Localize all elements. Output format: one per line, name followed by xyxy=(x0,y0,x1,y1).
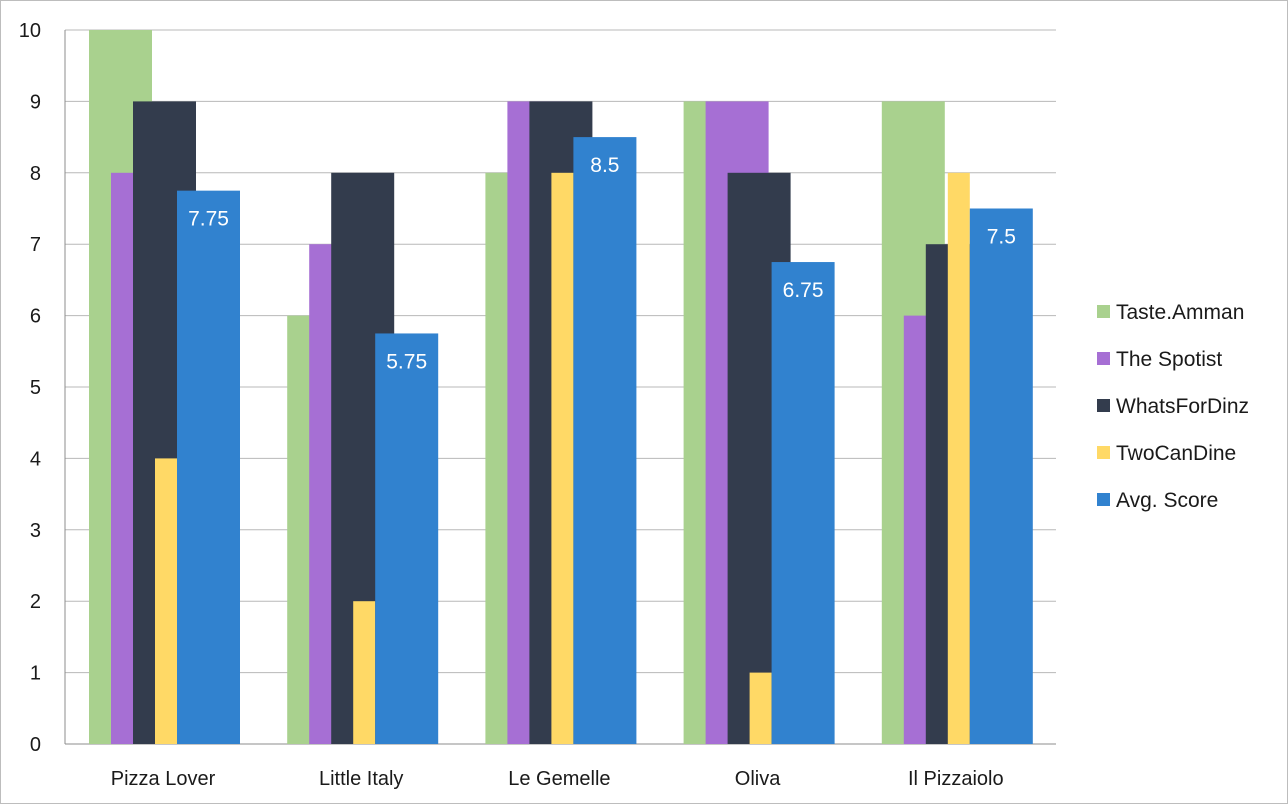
data-label-avg-score-little-italy: 5.75 xyxy=(386,350,427,373)
data-label-avg-score-le-gemelle: 8.5 xyxy=(590,154,619,177)
x-category-label: Pizza Lover xyxy=(111,768,216,790)
bar-twocandine-oliva xyxy=(749,672,772,744)
bar-avg-score-little-italy xyxy=(375,333,439,744)
data-label-avg-score-oliva: 6.75 xyxy=(783,279,824,302)
x-category-label: Little Italy xyxy=(319,768,403,790)
legend-swatch-the-spotist xyxy=(1097,352,1110,365)
bar-twocandine-pizza-lover xyxy=(155,458,177,744)
bar-twocandine-little-italy xyxy=(353,601,376,744)
x-category-label: Le Gemelle xyxy=(508,768,610,790)
data-labels: 7.75 5.75 8.5 6.75 7.5 xyxy=(188,154,1016,373)
x-axis-category-labels: Pizza Lover Little Italy Le Gemelle Oliva Il… xyxy=(111,768,1004,790)
bar-avg-score-oliva xyxy=(771,262,835,744)
y-tick-label: 6 xyxy=(30,306,41,328)
legend-label-taste-amman: Taste.Amman xyxy=(1116,301,1244,324)
y-tick-label: 2 xyxy=(30,591,41,613)
y-tick-label: 1 xyxy=(30,663,41,685)
legend: Taste.Amman The Spotist WhatsForDinz TwoCan… xyxy=(1097,301,1249,512)
y-tick-label: 0 xyxy=(30,734,41,756)
legend-label-twocandine: TwoCanDine xyxy=(1116,442,1236,465)
data-label-avg-score-il-pizzaiolo: 7.5 xyxy=(987,226,1016,249)
y-axis-tick-labels: 0 1 2 3 4 5 6 7 8 9 10 xyxy=(19,20,41,756)
bars xyxy=(89,30,1033,745)
data-label-avg-score-pizza-lover: 7.75 xyxy=(188,208,229,231)
legend-label-the-spotist: The Spotist xyxy=(1116,348,1222,371)
y-tick-label: 4 xyxy=(30,448,41,470)
bar-avg-score-il-pizzaiolo xyxy=(969,208,1033,744)
legend-label-avg-score: Avg. Score xyxy=(1116,489,1218,512)
legend-swatch-whatsfordinz xyxy=(1097,399,1110,412)
y-tick-label: 10 xyxy=(19,20,41,42)
bar-avg-score-le-gemelle xyxy=(573,137,637,745)
y-tick-label: 9 xyxy=(30,91,41,113)
y-tick-label: 7 xyxy=(30,234,41,256)
legend-swatch-twocandine xyxy=(1097,446,1110,459)
bar-twocandine-le-gemelle xyxy=(551,172,574,745)
y-tick-label: 3 xyxy=(30,520,41,542)
y-tick-label: 8 xyxy=(30,163,41,185)
legend-swatch-avg-score xyxy=(1097,493,1110,506)
legend-label-whatsfordinz: WhatsForDinz xyxy=(1116,395,1249,418)
bar-twocandine-il-pizzaiolo xyxy=(947,172,970,745)
x-category-label: Oliva xyxy=(735,768,781,790)
y-tick-label: 5 xyxy=(30,377,41,399)
legend-swatch-taste-amman xyxy=(1097,305,1110,318)
x-category-label: Il Pizzaiolo xyxy=(908,768,1004,790)
bar-avg-score-pizza-lover xyxy=(177,190,240,744)
